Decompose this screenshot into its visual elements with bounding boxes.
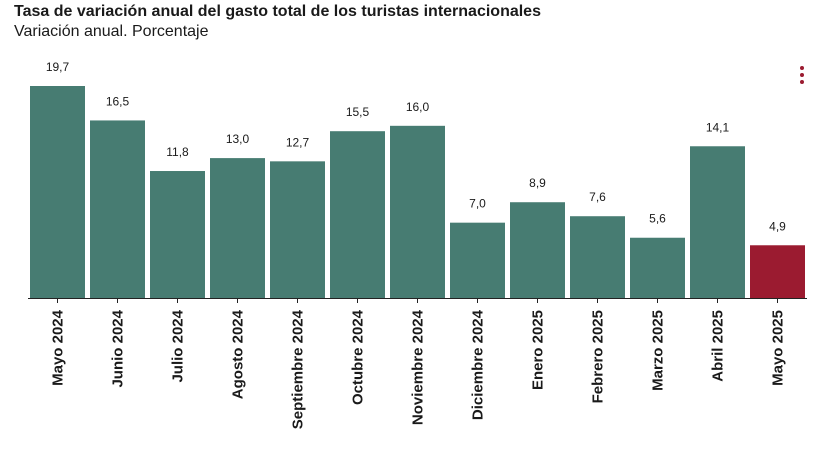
x-tick-label: Marzo 2025 bbox=[650, 310, 667, 391]
data-label: 14,1 bbox=[706, 120, 730, 134]
bar bbox=[750, 245, 805, 298]
data-label: 13,0 bbox=[226, 132, 250, 146]
data-label: 7,0 bbox=[469, 197, 486, 211]
x-tick-label: Noviembre 2024 bbox=[410, 309, 427, 425]
x-tick-label: Octubre 2024 bbox=[350, 309, 367, 405]
x-tick-label: Febrero 2025 bbox=[590, 310, 607, 403]
data-label: 11,8 bbox=[166, 145, 189, 159]
x-tick-label: Junio 2024 bbox=[110, 309, 127, 387]
x-tick-label: Julio 2024 bbox=[170, 309, 187, 382]
more-options-button[interactable] bbox=[795, 64, 809, 86]
data-label: 5,6 bbox=[649, 212, 666, 226]
data-label: 8,9 bbox=[529, 176, 546, 190]
data-label: 16,5 bbox=[106, 94, 130, 108]
data-label: 19,7 bbox=[46, 60, 70, 74]
bar bbox=[90, 120, 145, 298]
bar bbox=[330, 131, 385, 298]
x-tick-label: Mayo 2024 bbox=[50, 309, 67, 386]
x-tick-label: Enero 2025 bbox=[530, 310, 547, 390]
x-tick-label: Septiembre 2024 bbox=[290, 309, 307, 429]
x-tick-label: Abril 2025 bbox=[710, 310, 727, 382]
data-label: 12,7 bbox=[286, 135, 310, 149]
data-label: 7,6 bbox=[589, 190, 606, 204]
x-tick-label: Diciembre 2024 bbox=[470, 309, 487, 420]
bar bbox=[390, 125, 445, 298]
bar bbox=[450, 222, 505, 298]
chart-title: Tasa de variación anual del gasto total … bbox=[14, 3, 541, 20]
data-label: 4,9 bbox=[769, 219, 786, 233]
x-tick-label: Agosto 2024 bbox=[230, 309, 247, 399]
data-label: 16,0 bbox=[406, 100, 430, 114]
bar bbox=[210, 158, 265, 298]
chart-subtitle: Variación anual. Porcentaje bbox=[14, 23, 209, 40]
x-tick-label: Mayo 2025 bbox=[770, 310, 787, 386]
bar bbox=[510, 202, 565, 298]
data-label: 15,5 bbox=[346, 105, 370, 119]
bar bbox=[270, 161, 325, 298]
more-vertical-icon bbox=[800, 66, 804, 70]
bar bbox=[150, 171, 205, 298]
bar bbox=[570, 216, 625, 298]
bar bbox=[690, 146, 745, 298]
bar bbox=[30, 86, 85, 298]
more-vertical-icon bbox=[800, 73, 804, 77]
bar bbox=[630, 237, 685, 298]
more-vertical-icon bbox=[800, 80, 804, 84]
